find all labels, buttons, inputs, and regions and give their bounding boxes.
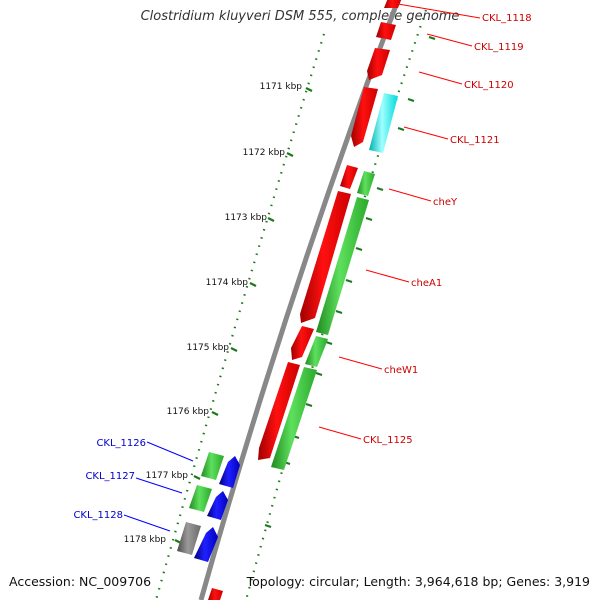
gene-chea1-green[interactable]	[316, 197, 369, 335]
gene-label-ckl-1121: CKL_1121	[450, 135, 500, 146]
gene-chey[interactable]	[340, 165, 358, 189]
gene-chew1-green[interactable]	[305, 336, 328, 367]
gene-ckl-1120[interactable]	[367, 48, 390, 80]
leader-lines	[123, 3, 481, 532]
map-title: Clostridium kluyveri DSM 555, complete g…	[140, 9, 460, 24]
gene-label-chea1: cheA1	[411, 278, 442, 289]
gene-chew1[interactable]	[291, 326, 314, 360]
gene-label-ckl-1127: CKL_1127	[85, 471, 135, 482]
gene-ckl-1128-blue[interactable]	[194, 527, 218, 562]
genome-summary: Topology: circular; Length: 3,964,618 bp…	[246, 574, 590, 589]
scale-ring-outer	[154, 33, 326, 600]
gene-ckl-1125-green[interactable]	[271, 367, 317, 470]
scale-label-1171: 1171 kbp	[260, 82, 303, 92]
gene-label-ckl-1126: CKL_1126	[96, 438, 146, 449]
cds-features	[177, 0, 402, 600]
gene-chea1[interactable]	[300, 191, 351, 323]
scale-label-1172: 1172 kbp	[243, 148, 286, 158]
scale-label-1174: 1174 kbp	[206, 278, 249, 288]
scale-label-1177: 1177 kbp	[146, 471, 189, 481]
gene-label-ckl-1119: CKL_1119	[474, 42, 524, 53]
gene-label-chew1: cheW1	[384, 365, 418, 376]
gene-ckl-1127[interactable]	[189, 485, 212, 512]
gene-ckl-1118[interactable]	[384, 0, 402, 8]
scale-label-1173: 1173 kbp	[225, 213, 268, 223]
gene-ckl-1126[interactable]	[201, 452, 224, 480]
gene-label-ckl-1120: CKL_1120	[464, 80, 514, 91]
scale-label-1175: 1175 kbp	[187, 343, 230, 353]
scale-label-1176: 1176 kbp	[167, 407, 210, 417]
gene-ckl-1119[interactable]	[376, 22, 396, 40]
gene-ckl-1121-red[interactable]	[351, 87, 378, 147]
accession-label: Accession: NC_009706	[9, 574, 152, 589]
gene-ckl-1125[interactable]	[258, 362, 300, 460]
scale-label-1178: 1178 kbp	[124, 535, 167, 545]
gene-ckl-1126-blue[interactable]	[219, 456, 240, 488]
gene-label-chey: cheY	[433, 197, 458, 208]
gene-label-ckl-1128: CKL_1128	[73, 510, 123, 521]
gene-label-ckl-1118: CKL_1118	[482, 13, 532, 24]
gene-bottom-red[interactable]	[208, 588, 223, 600]
inner-ring-ticks	[264, 36, 436, 528]
gene-ckl-1128[interactable]	[177, 522, 201, 555]
gene-ckl-1127-blue[interactable]	[207, 491, 228, 520]
gene-chey-green[interactable]	[357, 171, 375, 196]
backbone-arc	[198, 0, 401, 600]
gene-ckl-1121[interactable]	[369, 93, 398, 153]
gene-label-ckl-1125: CKL_1125	[363, 435, 413, 446]
